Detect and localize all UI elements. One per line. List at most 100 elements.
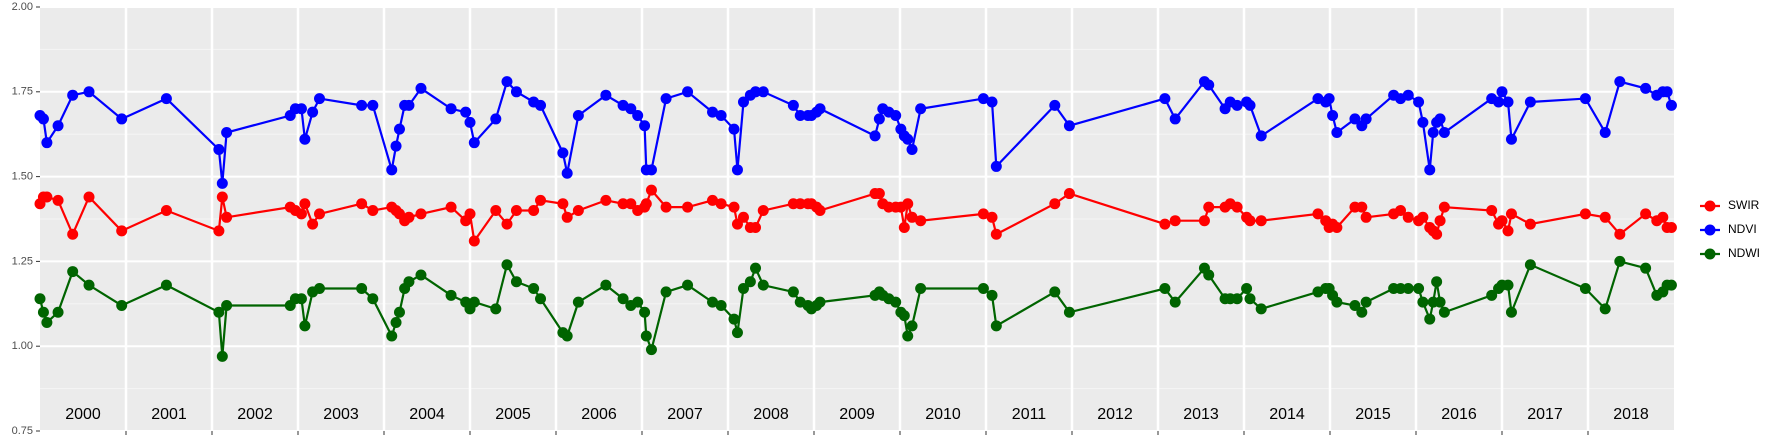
data-point xyxy=(216,350,228,362)
data-point xyxy=(490,205,502,217)
data-point xyxy=(660,286,672,298)
data-point xyxy=(1331,296,1343,308)
data-point xyxy=(160,93,172,105)
year-label: 2004 xyxy=(409,406,445,423)
data-point xyxy=(403,276,415,288)
data-point xyxy=(356,198,368,210)
data-point xyxy=(415,208,427,220)
data-point xyxy=(707,296,719,308)
data-point xyxy=(1331,127,1343,139)
data-point xyxy=(314,283,325,295)
year-label: 2011 xyxy=(1012,406,1047,423)
data-point xyxy=(645,164,657,176)
data-point xyxy=(1049,198,1061,210)
data-point xyxy=(990,320,1002,332)
data-point xyxy=(1323,93,1335,105)
data-point xyxy=(299,198,311,210)
data-point xyxy=(1661,86,1673,98)
data-point xyxy=(1360,211,1372,223)
data-point xyxy=(572,296,584,308)
data-point xyxy=(1431,228,1443,240)
data-point xyxy=(307,218,319,230)
data-point xyxy=(1203,79,1215,91)
data-point xyxy=(660,93,672,105)
data-point xyxy=(67,266,79,278)
data-point xyxy=(1349,299,1361,311)
data-point xyxy=(1255,303,1267,315)
year-label: 2014 xyxy=(1269,406,1305,423)
data-point xyxy=(1231,293,1243,305)
data-point xyxy=(535,194,547,206)
year-label: 2015 xyxy=(1355,406,1391,423)
data-point xyxy=(1640,82,1652,94)
data-point xyxy=(393,123,405,135)
data-point xyxy=(528,205,540,217)
data-point xyxy=(561,211,573,223)
data-point xyxy=(1599,303,1611,315)
data-point xyxy=(744,276,756,288)
data-point xyxy=(1505,208,1517,220)
data-point xyxy=(682,201,694,213)
data-point xyxy=(728,123,740,135)
legend-label: SWIR xyxy=(1728,198,1760,212)
data-point xyxy=(986,289,998,301)
data-point xyxy=(640,198,652,210)
y-tick-label: 2.00 xyxy=(12,1,33,13)
data-point xyxy=(367,99,379,111)
legend-key-point xyxy=(1704,224,1716,236)
data-point xyxy=(1063,188,1075,200)
data-point xyxy=(67,89,79,101)
data-point xyxy=(600,194,612,206)
data-point xyxy=(873,188,885,200)
y-tick-label: 1.25 xyxy=(12,255,33,267)
data-point xyxy=(1434,215,1446,227)
data-point xyxy=(1665,279,1677,291)
data-point xyxy=(728,313,740,325)
data-point xyxy=(1431,276,1443,288)
data-point xyxy=(464,116,476,128)
data-point xyxy=(1244,215,1256,227)
data-point xyxy=(1231,99,1243,111)
data-point xyxy=(814,296,826,308)
data-point xyxy=(501,259,513,271)
data-point xyxy=(1402,89,1414,101)
year-label: 2008 xyxy=(753,406,789,423)
data-point xyxy=(715,299,727,311)
data-point xyxy=(986,96,998,108)
data-point xyxy=(986,211,998,223)
data-point xyxy=(902,133,914,145)
legend-label: NDVI xyxy=(1728,222,1757,236)
legend-key-point xyxy=(1704,248,1716,260)
data-point xyxy=(1255,215,1267,227)
legend-label: NDWI xyxy=(1728,246,1760,260)
data-point xyxy=(1424,313,1436,325)
data-point xyxy=(898,221,910,233)
year-label: 2012 xyxy=(1097,406,1133,423)
data-point xyxy=(501,218,513,230)
year-label: 2002 xyxy=(237,406,273,423)
data-point xyxy=(386,330,398,342)
data-point xyxy=(915,103,927,115)
data-point xyxy=(1356,306,1368,318)
data-point xyxy=(34,293,46,305)
data-point xyxy=(1579,208,1591,220)
data-point xyxy=(731,327,743,339)
data-point xyxy=(1402,211,1414,223)
data-point xyxy=(977,93,989,105)
data-point xyxy=(715,198,727,210)
data-point xyxy=(460,106,472,118)
data-point xyxy=(221,299,233,311)
data-point xyxy=(295,293,307,305)
data-point xyxy=(1614,228,1626,240)
data-point xyxy=(1203,269,1215,281)
data-point xyxy=(468,296,480,308)
data-point xyxy=(1505,306,1517,318)
data-point xyxy=(1502,225,1514,237)
data-point xyxy=(1524,259,1536,271)
data-point xyxy=(682,279,694,291)
data-point xyxy=(116,113,128,125)
data-point xyxy=(1063,306,1075,318)
data-point xyxy=(645,344,657,356)
data-point xyxy=(213,143,225,155)
data-point xyxy=(216,191,228,203)
